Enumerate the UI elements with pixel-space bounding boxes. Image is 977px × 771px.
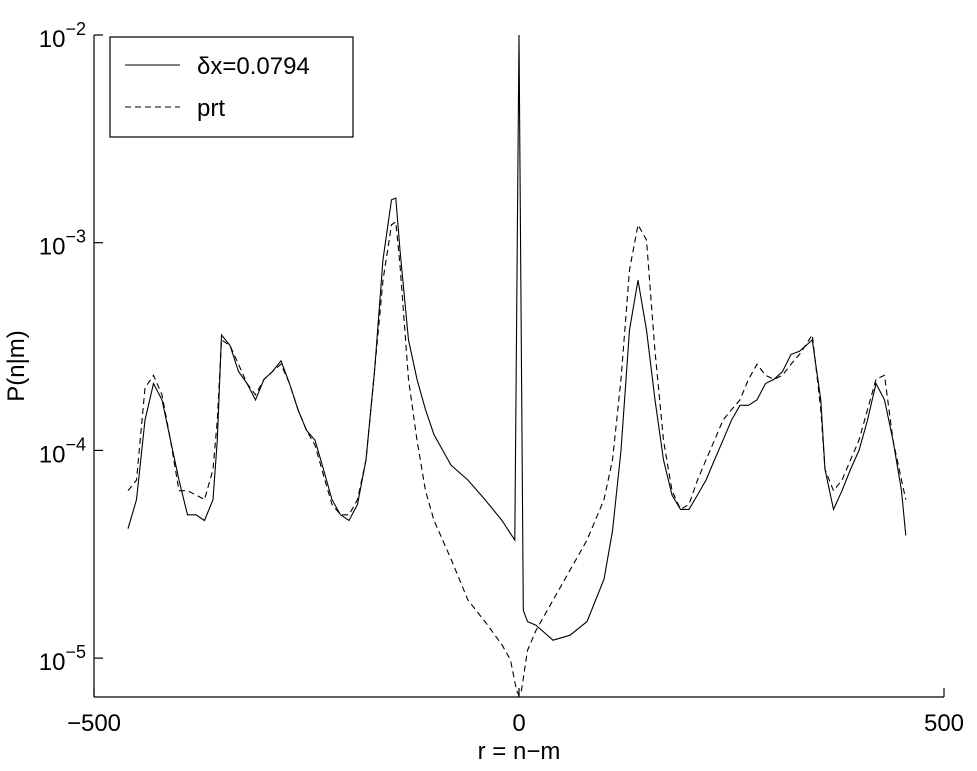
x-axis-label: r = n−m [478, 738, 561, 765]
y-tick-label: 10−5 [39, 642, 86, 676]
x-tick-label: 0 [512, 710, 525, 737]
legend-label: δx=0.0794 [197, 53, 310, 80]
data-line [127, 220, 907, 697]
y-tick-label: 10−3 [39, 227, 86, 261]
y-tick-label: 10−4 [39, 434, 86, 468]
data-line [127, 34, 907, 641]
y-tick-label: 10−2 [39, 19, 86, 53]
legend [109, 36, 354, 138]
legend-label: prt [197, 95, 225, 122]
y-axis-label: P(n|m) [3, 330, 30, 402]
x-tick-label: −500 [67, 710, 121, 737]
x-tick-label: 500 [924, 710, 964, 737]
plot-area [127, 34, 907, 697]
